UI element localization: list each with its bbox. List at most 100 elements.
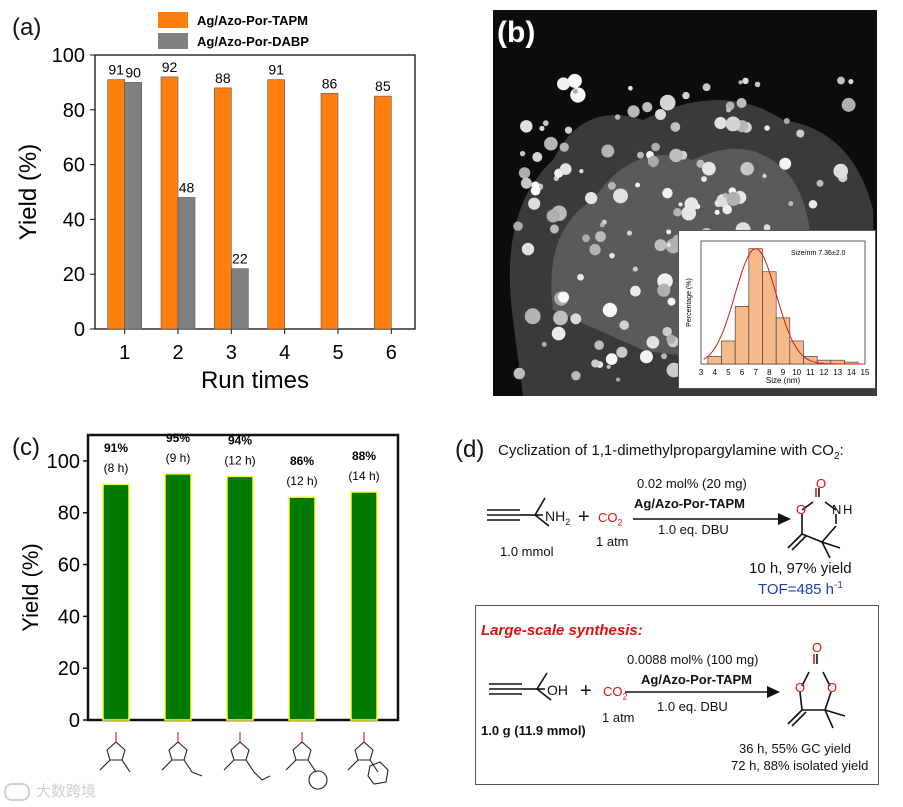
bar-yield bbox=[102, 483, 130, 721]
co2-1: CO2 bbox=[598, 510, 623, 528]
panel-a-label: (a) bbox=[12, 14, 42, 41]
substrate-2-oh: OH bbox=[547, 682, 568, 698]
product-structure-icon bbox=[99, 732, 131, 773]
sem-particle bbox=[637, 151, 644, 159]
data-label: 22 bbox=[232, 251, 248, 267]
inset-x-tick-label: 14 bbox=[847, 368, 856, 377]
data-label: 92 bbox=[162, 59, 178, 75]
sem-particle bbox=[714, 116, 727, 130]
watermark-text: 大数跨境 bbox=[36, 783, 97, 800]
sem-particle bbox=[662, 326, 672, 337]
y-tick-label-c: 0 bbox=[69, 710, 80, 732]
sem-particle bbox=[528, 197, 541, 210]
sem-particle bbox=[520, 177, 532, 189]
title-main: Cyclization of 1,1-dimethylpropargylamin… bbox=[498, 442, 834, 459]
ring-shape bbox=[106, 741, 126, 761]
ring-shape bbox=[230, 741, 250, 761]
inset-x-tick-label: 9 bbox=[781, 368, 786, 377]
x-tick-label: 6 bbox=[386, 342, 397, 364]
sem-particle bbox=[559, 142, 569, 152]
bar-tapm bbox=[107, 79, 125, 330]
result-1: 10 h, 97% yield bbox=[749, 560, 852, 577]
sem-particle bbox=[591, 359, 600, 368]
data-label-c: 95% bbox=[166, 431, 190, 445]
amount-2: 1.0 g (11.9 mmol) bbox=[481, 723, 586, 738]
time-label-c: (9 h) bbox=[166, 451, 191, 465]
sem-particle bbox=[725, 116, 741, 132]
sem-particle bbox=[696, 159, 705, 168]
data-label: 90 bbox=[125, 64, 141, 80]
product-structure-icon bbox=[161, 732, 203, 777]
sem-particle bbox=[558, 291, 570, 303]
sem-particle bbox=[577, 273, 584, 281]
product-2-o-left: O bbox=[795, 680, 806, 695]
nh-text: NH bbox=[545, 508, 566, 524]
data-label: 88 bbox=[215, 70, 231, 86]
sem-particle bbox=[651, 142, 661, 152]
inset-x-tick-label: 8 bbox=[767, 368, 772, 377]
sem-particle bbox=[594, 340, 604, 351]
sem-particle bbox=[609, 252, 615, 259]
sem-particle bbox=[714, 209, 720, 215]
ring-shape bbox=[168, 741, 188, 761]
ethyl-chain bbox=[191, 771, 203, 777]
watermark: 大数跨境 bbox=[4, 780, 97, 802]
x-tick-label: 1 bbox=[119, 342, 130, 364]
amount-1: 1.0 mmol bbox=[500, 544, 554, 559]
panel-d-title: Cyclization of 1,1-dimethylpropargylamin… bbox=[498, 442, 844, 462]
reaction-2-scheme bbox=[489, 654, 846, 729]
product-1-o-ring: O bbox=[796, 502, 807, 517]
sem-particle bbox=[549, 224, 559, 234]
sem-particle bbox=[630, 285, 641, 297]
phenyl-ring bbox=[308, 770, 328, 790]
sem-particle bbox=[788, 201, 794, 207]
cyclohexyl-ring bbox=[367, 761, 389, 785]
panel-c-label: (c) bbox=[12, 434, 40, 461]
size-histogram: 3 4 5 6 7 8 9 10 11 12 13 14 15 Size (nm) Percentage (… bbox=[686, 240, 870, 385]
sem-particle bbox=[666, 229, 672, 235]
sem-particle bbox=[816, 179, 824, 187]
panel-b-label: (b) bbox=[497, 16, 536, 49]
data-label: 85 bbox=[375, 78, 391, 94]
title-sub: 2 bbox=[833, 451, 840, 462]
bar-tapm bbox=[214, 87, 232, 330]
sem-particle bbox=[614, 114, 621, 120]
methyl-bond bbox=[245, 759, 255, 773]
sem-particle bbox=[544, 136, 558, 151]
product-1-o-carbonyl: O bbox=[816, 476, 827, 491]
sem-particle bbox=[673, 207, 682, 217]
result-2a: 36 h, 55% GC yield bbox=[739, 741, 852, 756]
sem-particle bbox=[726, 191, 741, 206]
sem-particle bbox=[546, 209, 560, 223]
data-label-c: 88% bbox=[352, 449, 376, 463]
sem-particle bbox=[666, 362, 682, 378]
sem-particle bbox=[783, 118, 790, 124]
sem-particle bbox=[662, 187, 673, 199]
inset-x-tick-label: 10 bbox=[792, 368, 801, 377]
ring-shape bbox=[354, 741, 374, 761]
sem-particle bbox=[684, 197, 699, 211]
sem-particle bbox=[532, 152, 543, 163]
sem-particle bbox=[702, 83, 711, 92]
data-label: 86 bbox=[322, 75, 338, 91]
sem-particle bbox=[722, 192, 728, 198]
pressure-1: 1 atm bbox=[596, 534, 629, 549]
legend-swatch bbox=[158, 33, 188, 49]
bar-dabp bbox=[177, 197, 196, 330]
histogram-bar bbox=[789, 340, 804, 365]
sem-particle bbox=[524, 308, 541, 325]
sem-particle bbox=[570, 313, 582, 325]
conditions-2-bottom: 1.0 eq. DBU bbox=[657, 699, 728, 714]
sem-particle bbox=[701, 176, 707, 183]
inset-x-tick-label: 4 bbox=[712, 368, 717, 377]
sem-particle bbox=[531, 181, 540, 190]
bar-yield bbox=[164, 473, 192, 721]
sem-particle bbox=[556, 77, 570, 91]
reaction-1-scheme bbox=[487, 488, 841, 559]
exo-bond bbox=[347, 759, 359, 771]
conditions-1-bottom: 1.0 eq. DBU bbox=[658, 522, 729, 537]
sem-particle bbox=[553, 310, 568, 326]
sem-particle bbox=[666, 334, 676, 344]
y-tick-label: 40 bbox=[63, 209, 85, 231]
sem-particle bbox=[613, 188, 628, 204]
